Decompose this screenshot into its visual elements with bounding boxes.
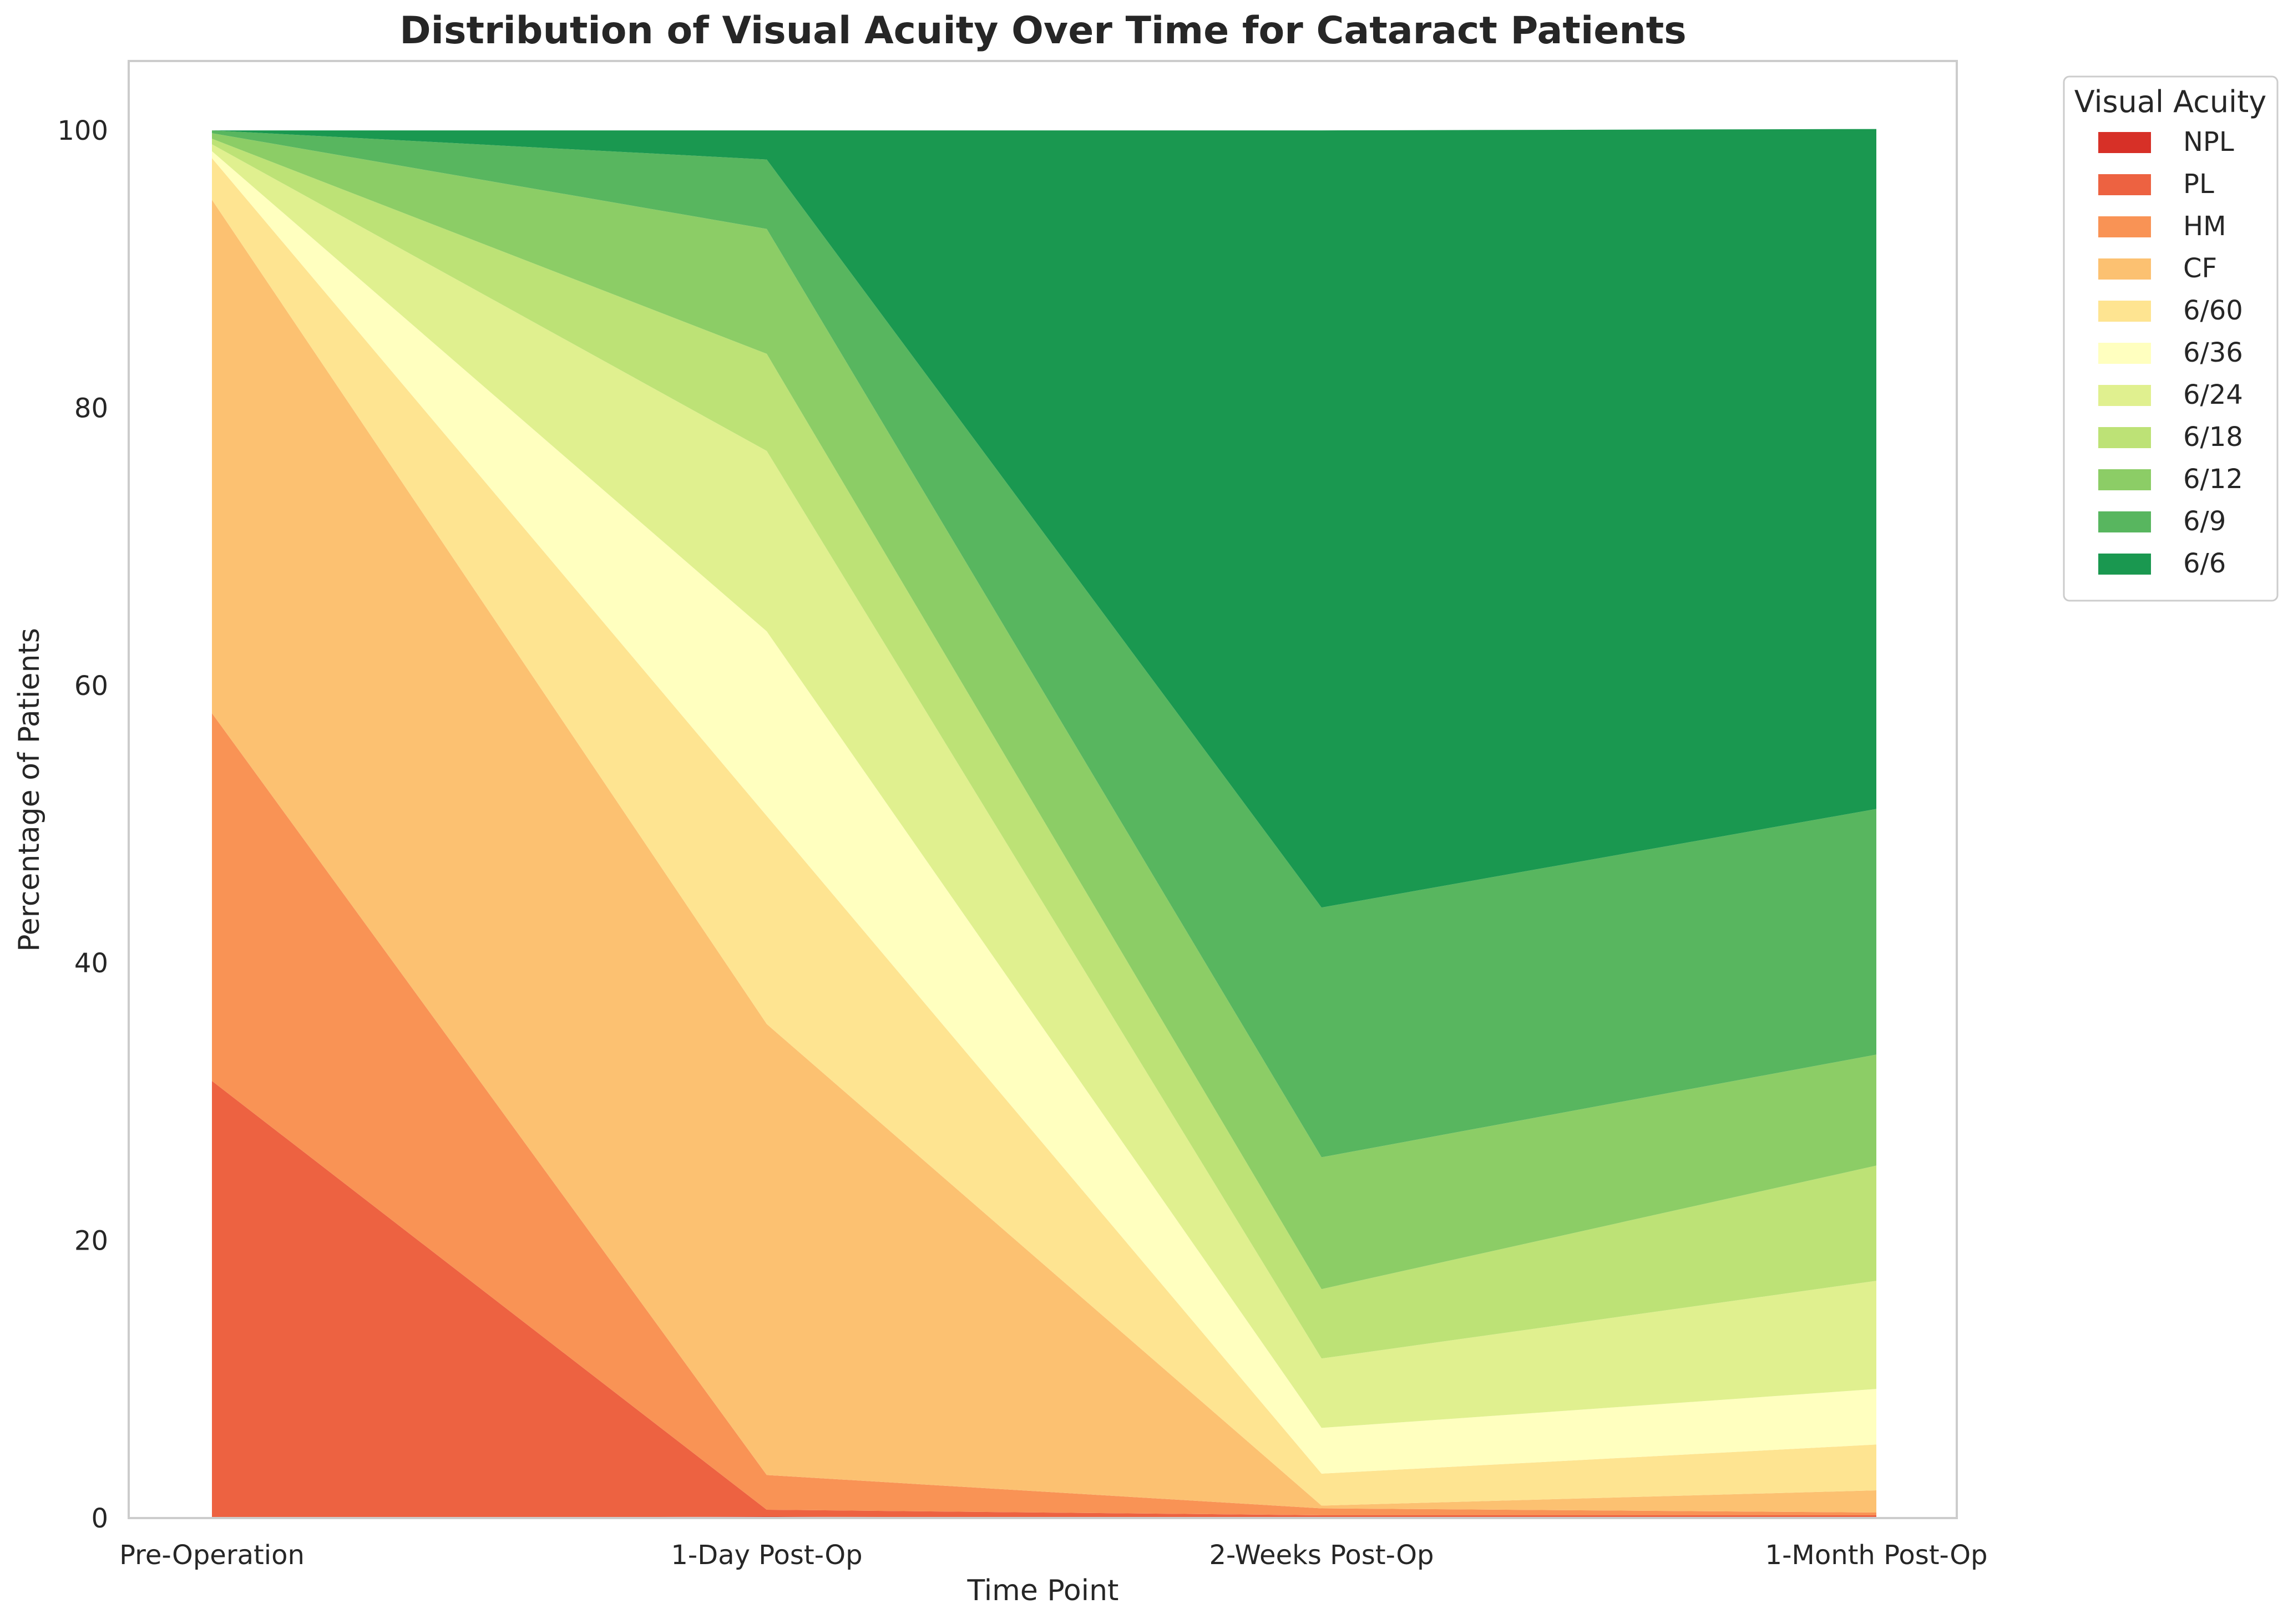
legend-swatch [2098,216,2151,237]
area-6-24 [212,144,1876,1428]
legend-entry-6-24: 6/24 [2098,379,2243,410]
x-tick-label: Pre-Operation [119,1540,305,1571]
legend-entry-6-36: 6/36 [2098,337,2243,368]
y-tick-label: 20 [74,1226,108,1257]
area-6-12 [212,133,1876,1290]
legend-swatch [2098,301,2151,322]
y-axis-ticks: 0 20 40 60 80 100 [57,115,108,1534]
legend-swatch [2098,427,2151,448]
area-layers [212,129,1876,1518]
legend-entry-cf: CF [2098,253,2217,284]
legend-swatch [2098,343,2151,364]
area-6-6 [212,129,1876,908]
legend-swatch [2098,511,2151,532]
x-tick-label: 2-Weeks Post-Op [1209,1540,1434,1571]
legend-label: HM [2183,211,2226,242]
legend-entry-npl: NPL [2098,126,2234,158]
legend-title: Visual Acuity [2074,84,2266,119]
legend-entry-6-60: 6/60 [2098,295,2243,326]
area-hm [212,713,1876,1515]
y-axis-label: Percentage of Patients [13,628,46,952]
legend-swatch [2098,174,2151,195]
legend-label: NPL [2183,126,2234,158]
legend-swatch [2098,132,2151,153]
plot-frame [128,60,1958,1519]
area-cf [212,200,1876,1513]
legend-swatch [2098,258,2151,280]
area-6-18 [212,139,1876,1359]
legend-swatch [2098,554,2151,575]
legend-swatch [2098,385,2151,406]
legend-label: 6/24 [2183,379,2243,410]
legend-entry-pl: PL [2098,169,2214,200]
legend-entry-6-9: 6/9 [2098,506,2226,537]
legend-label: 6/9 [2183,506,2226,537]
legend-box [2063,75,2279,602]
y-tick-label: 0 [91,1503,108,1534]
y-tick-label: 40 [74,948,108,979]
legend-label: 6/12 [2183,464,2243,495]
area-6-9 [212,130,1876,1158]
x-axis-label: Time Point [967,1574,1119,1607]
legend-label: CF [2183,253,2217,284]
legend-label: PL [2183,169,2214,200]
legend-entry-hm: HM [2098,211,2226,242]
legend-label: 6/60 [2183,295,2243,326]
legend: Visual Acuity NPL PL HM CF 6/60 6/36 6/24 6/18 6… [2063,75,2279,602]
y-tick-label: 100 [57,115,108,146]
legend-entry-6-18: 6/18 [2098,422,2243,453]
legend-items: NPL PL HM CF 6/60 6/36 6/24 6/18 6/12 6/9 6/6 [2098,126,2243,579]
x-tick-label: 1-Day Post-Op [671,1540,862,1571]
x-axis-ticks: Pre-Operation 1-Day Post-Op 2-Weeks Post-O… [119,1540,1987,1571]
legend-label: 6/6 [2183,548,2226,579]
y-tick-label: 80 [74,393,108,424]
legend-swatch [2098,469,2151,490]
y-tick-label: 60 [74,671,108,702]
chart-title: Distribution of Visual Acuity Over Time … [399,9,1687,53]
area-pl [212,1080,1876,1518]
area-6-60 [212,158,1876,1506]
legend-label: 6/36 [2183,337,2243,368]
legend-entry-6-12: 6/12 [2098,464,2243,495]
legend-entry-6-6: 6/6 [2098,548,2226,579]
x-tick-label: 1-Month Post-Op [1765,1540,1988,1571]
legend-label: 6/18 [2183,422,2243,453]
